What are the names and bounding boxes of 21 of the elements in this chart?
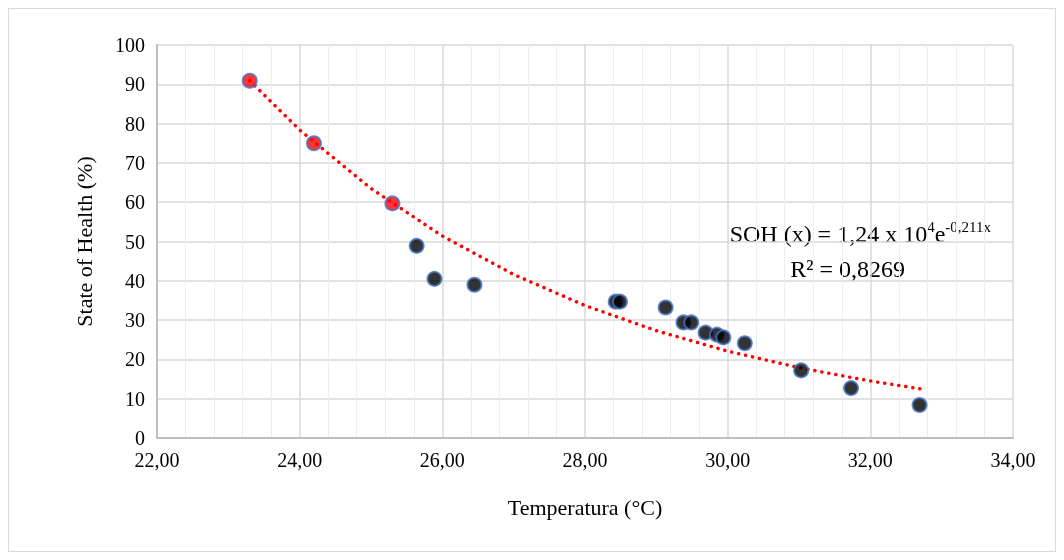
x-tick-label: 22,00 (134, 449, 180, 471)
x-tick-label: 30,00 (705, 449, 751, 471)
y-tick-label: 100 (115, 34, 145, 56)
y-tick-label: 80 (125, 112, 145, 135)
y-tick-label: 10 (125, 387, 145, 410)
y-tick-label: 30 (125, 309, 145, 332)
y-tick-label: 60 (125, 191, 145, 214)
x-axis-title: Temperatura (°C) (507, 494, 663, 520)
y-tick-label: 50 (125, 230, 145, 253)
y-tick-label: 90 (125, 73, 145, 96)
x-tick-label: 28,00 (562, 449, 608, 471)
x-tick-label: 32,00 (847, 449, 893, 471)
y-tick-label: 20 (125, 348, 145, 371)
y-tick-label: 0 (135, 427, 145, 449)
y-axis-title: State of Health (%) (71, 156, 97, 327)
y-tick-label: 40 (125, 269, 145, 292)
x-tick-label: 34,00 (990, 449, 1036, 471)
y-tick-label: 70 (125, 151, 145, 174)
x-tick-label: 24,00 (277, 449, 323, 471)
x-tick-label: 26,00 (419, 449, 465, 471)
annotation: R² = 0,8269 (790, 256, 906, 282)
